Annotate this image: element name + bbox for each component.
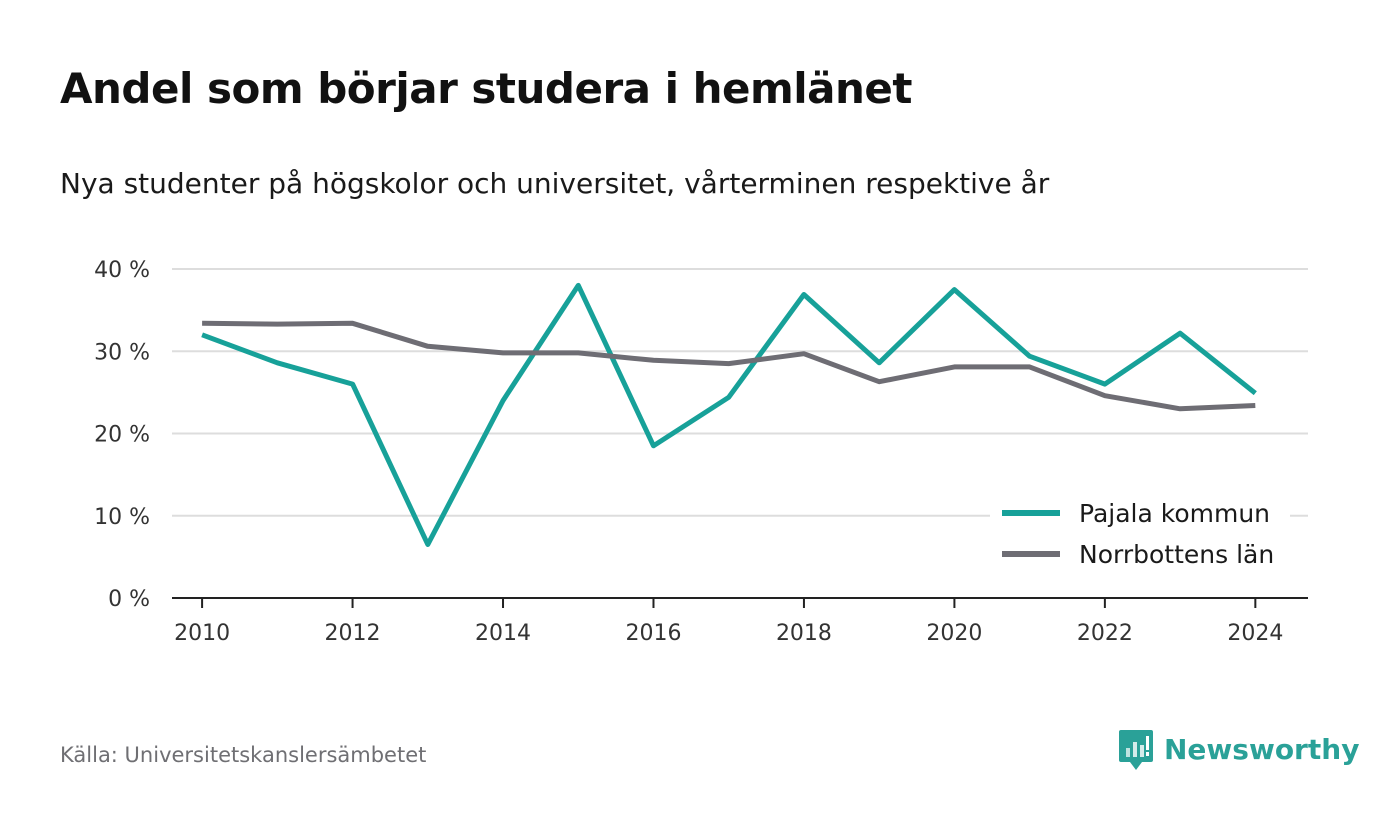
x-tick-label: 2012 — [325, 621, 381, 646]
grid-lines — [172, 268, 1308, 599]
x-tick-label: 2018 — [776, 621, 832, 646]
x-tick-label: 2020 — [926, 621, 982, 646]
line-chart: 0 % 10 % 20 % 30 % 40 % 2010 2012 2014 2016 2018… — [94, 258, 1308, 646]
y-tick-label: 0 % — [108, 587, 150, 612]
x-tick-label: 2024 — [1227, 621, 1283, 646]
legend-label: Pajala kommun — [1079, 499, 1270, 528]
legend-label: Norrbottens län — [1079, 540, 1274, 569]
series-line-norrbottens-lan — [202, 320, 1256, 412]
brand-logo[interactable]: Newsworthy — [1118, 728, 1359, 772]
x-tick-label: 2016 — [625, 621, 681, 646]
chart-subtitle: Nya studenter på högskolor och universit… — [60, 167, 1050, 200]
y-tick-label: 30 % — [94, 340, 150, 365]
brand-name: Newsworthy — [1164, 733, 1360, 766]
legend: Pajala kommun Norrbottens län — [990, 488, 1290, 584]
series-line-pajala-kommun — [201, 282, 1257, 547]
y-axis-ticks: 0 % 10 % 20 % 30 % 40 % — [94, 258, 150, 612]
series-lines — [201, 282, 1257, 547]
chart-title: Andel som börjar studera i hemlänet — [60, 64, 913, 113]
x-tick-label: 2014 — [475, 621, 531, 646]
y-tick-label: 40 % — [94, 258, 150, 283]
newsworthy-logo-icon — [1119, 730, 1153, 770]
source-note: Källa: Universitetskanslersämbetet — [60, 743, 427, 767]
y-tick-label: 10 % — [94, 505, 150, 530]
x-tick-label: 2022 — [1077, 621, 1133, 646]
legend-background — [990, 488, 1290, 584]
y-tick-label: 20 % — [94, 423, 150, 448]
x-axis-ticks: 2010 2012 2014 2016 2018 2020 2022 2024 — [174, 598, 1283, 646]
x-tick-label: 2010 — [174, 621, 230, 646]
